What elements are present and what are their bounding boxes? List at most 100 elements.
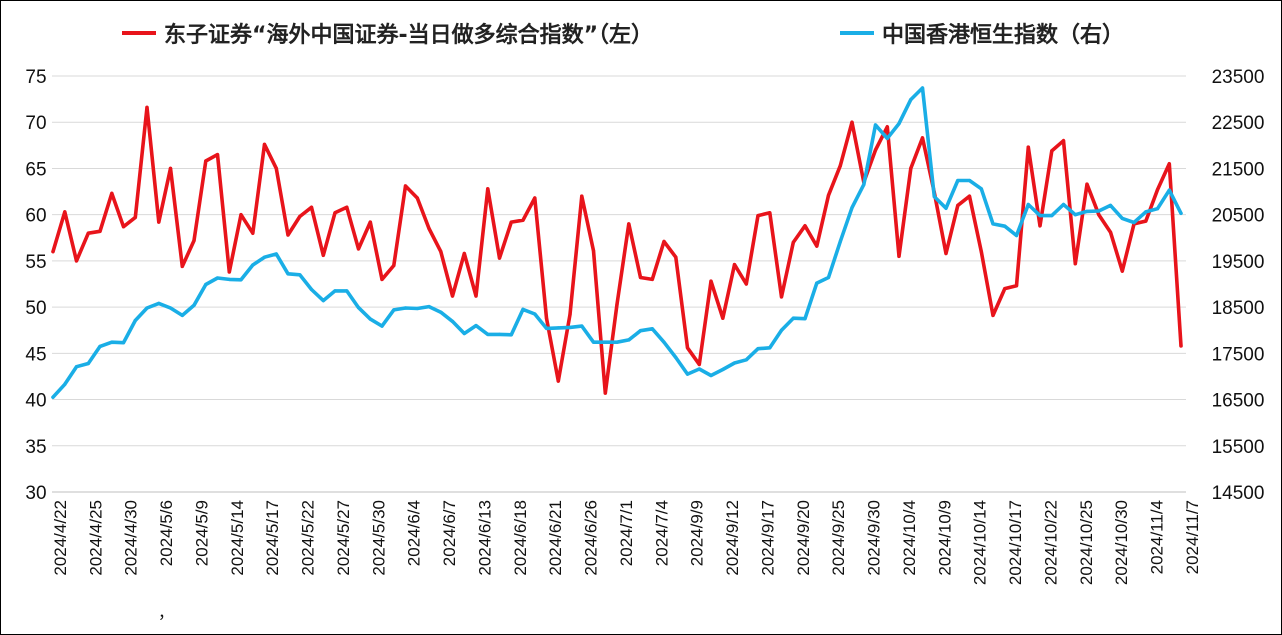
series-point <box>392 263 396 268</box>
series-line-right <box>51 86 1183 400</box>
series-point <box>215 153 220 157</box>
x-axis-tick: 2024/5/9 <box>192 500 211 566</box>
right-axis-tick: 17500 <box>1212 344 1265 365</box>
series-point <box>392 308 396 312</box>
series-point <box>1108 230 1113 234</box>
series-point <box>956 178 960 183</box>
series-point <box>1073 213 1077 217</box>
series-point <box>779 328 784 332</box>
series-point <box>556 326 560 330</box>
series-point <box>1155 188 1160 192</box>
x-axis-tick: 2024/6/7 <box>440 500 459 566</box>
series-point <box>838 239 842 244</box>
left-axis-tick: 70 <box>25 113 46 134</box>
series-point <box>674 355 678 360</box>
x-axis-tick: 2024/6/13 <box>475 500 494 576</box>
right-axis-tick: 15500 <box>1212 437 1265 458</box>
legend-swatch-blue <box>840 31 874 35</box>
series-point <box>239 213 243 217</box>
x-axis-tick: 2024/10/25 <box>1077 500 1096 585</box>
x-axis-tick: 2024/9/12 <box>723 500 742 576</box>
series-point <box>1003 287 1007 291</box>
series-point <box>627 222 631 226</box>
series-point <box>262 255 267 259</box>
series-point <box>732 263 737 267</box>
series-point <box>1038 214 1042 218</box>
series-point <box>897 122 901 126</box>
x-axis-tick: 2024/5/14 <box>228 500 247 576</box>
series-point <box>345 205 349 209</box>
series-point <box>979 187 983 191</box>
left-axis-tick: 75 <box>25 67 46 88</box>
series-point <box>850 206 854 210</box>
x-axis-tick: 2024/9/17 <box>758 500 777 576</box>
series-point <box>486 332 490 336</box>
series-point <box>63 382 67 386</box>
series-point <box>368 317 372 321</box>
series-point <box>309 205 314 209</box>
series-point <box>803 317 807 321</box>
series-point <box>920 86 925 90</box>
right-axis-tick: 23500 <box>1212 67 1265 88</box>
series-point <box>133 215 137 219</box>
x-axis-tick: 2024/5/27 <box>334 500 353 576</box>
series-point <box>168 306 173 310</box>
series-point <box>51 395 55 399</box>
series-point <box>685 346 690 350</box>
series-point <box>556 379 560 383</box>
series-point <box>274 252 278 256</box>
x-axis-tick: 2024/11/4 <box>1148 500 1167 574</box>
series-point <box>450 294 455 298</box>
right-axis-tick: 14500 <box>1212 483 1265 504</box>
series-point <box>321 299 325 303</box>
series-point <box>333 289 337 293</box>
series-point <box>63 210 67 214</box>
series-point <box>98 229 102 233</box>
series-point <box>638 329 643 333</box>
series-point <box>932 195 936 199</box>
series-point <box>204 282 208 287</box>
right-axis-tick: 18500 <box>1212 298 1265 319</box>
series-point <box>615 340 619 344</box>
series-point <box>638 275 643 280</box>
series-point <box>403 184 408 188</box>
x-axis-tick: 2024/9/25 <box>829 500 848 576</box>
series-point <box>427 305 431 309</box>
series-point <box>368 220 372 224</box>
series-point <box>662 239 666 244</box>
series-point <box>521 218 525 222</box>
series-point <box>239 278 243 282</box>
series-point <box>180 313 184 317</box>
series-point <box>192 239 196 243</box>
right-axis-tick: 19500 <box>1212 252 1265 273</box>
series-point <box>732 361 737 365</box>
series-point <box>873 148 878 152</box>
series-point <box>298 273 302 277</box>
x-axis-tick: 2024/9/20 <box>794 500 813 576</box>
series-point <box>345 289 349 293</box>
series-point <box>568 312 572 317</box>
series-point <box>580 194 584 198</box>
series-point <box>721 367 725 372</box>
series-point <box>627 338 631 342</box>
series-point <box>356 306 361 310</box>
left-axis-tick: 50 <box>25 298 46 319</box>
series-point <box>509 333 513 337</box>
series-point <box>474 324 478 328</box>
series-point <box>967 178 972 183</box>
series-point <box>768 211 772 215</box>
series-point <box>1179 344 1183 348</box>
series-point <box>744 282 748 286</box>
series-point <box>298 214 302 219</box>
series-point <box>1026 202 1030 207</box>
series-point <box>791 240 795 244</box>
series-point <box>321 253 325 257</box>
left-axis-tick: 35 <box>25 437 46 458</box>
series-point <box>603 340 607 344</box>
x-axis-tick: 2024/6/26 <box>582 500 601 576</box>
series-point <box>521 307 525 311</box>
series-point <box>979 250 983 254</box>
series-point <box>286 272 290 276</box>
series-point <box>544 326 549 330</box>
